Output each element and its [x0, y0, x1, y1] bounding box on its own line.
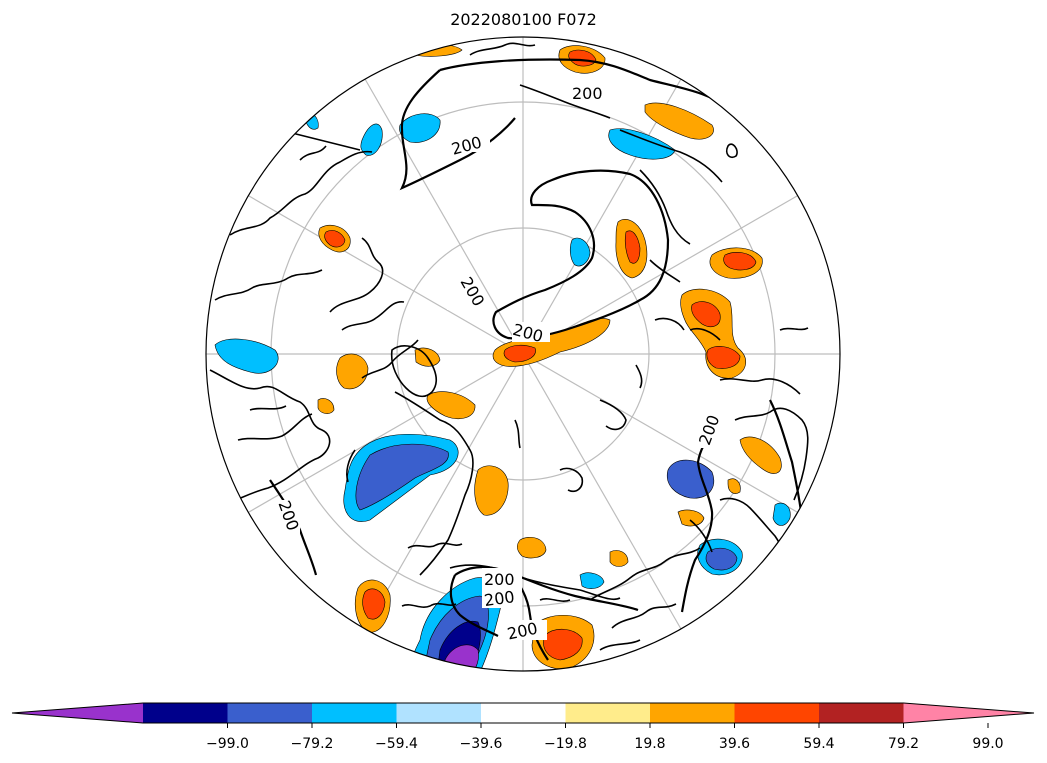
colorbar-segment [650, 703, 735, 723]
colorbar-extend-max [903, 703, 1034, 723]
positive-anomaly-area [317, 398, 335, 414]
colorbar-outline [11, 702, 1035, 724]
positive-anomaly-area [474, 465, 509, 516]
colorbar-segment [143, 703, 228, 723]
contour-label: 200 [572, 84, 603, 103]
positive-anomaly-area [691, 301, 721, 327]
colorbar-tick-label: 79.2 [888, 736, 919, 752]
colorbar-tick-label: −99.0 [206, 736, 249, 752]
positive-anomaly-area [644, 102, 714, 140]
positive-anomaly-area [727, 478, 741, 494]
colorbar-tick-label: −39.6 [460, 736, 503, 752]
positive-anomaly-area [609, 550, 629, 567]
negative-anomaly-area [569, 237, 591, 267]
negative-anomaly-area [579, 572, 605, 589]
colorbar-segment [227, 703, 313, 723]
colorbar-extend-min [12, 703, 143, 723]
positive-anomaly-area [543, 629, 583, 661]
positive-anomaly-area [706, 346, 741, 369]
colorbar-segment [819, 703, 904, 723]
shaded-anomaly-fields [214, 44, 791, 671]
colorbar-ticks: −99.0 −79.2 −59.4 −39.6 −19.8 19.8 39.6 59.4 79.… [206, 723, 1004, 752]
colorbar-segment [734, 703, 820, 723]
polar-map: 200 200 200 200 200 200 200 200 200 [205, 36, 841, 672]
colorbar-tick-label: −79.2 [291, 736, 334, 752]
map-boundary [205, 36, 841, 672]
positive-anomaly-area [503, 344, 536, 363]
positive-anomaly-area [336, 353, 369, 390]
negative-anomaly-area [705, 547, 738, 571]
positive-anomaly-area [723, 252, 757, 271]
negative-anomaly-area [772, 502, 791, 526]
colorbar-segment [565, 703, 651, 723]
negative-anomaly-area [666, 459, 714, 499]
negative-anomaly-area [608, 128, 676, 160]
positive-anomaly-area [677, 509, 705, 527]
colorbar-segment [312, 703, 397, 723]
positive-anomaly-area [516, 537, 547, 559]
contour-label: 200 [484, 570, 515, 589]
negative-anomaly-area [355, 443, 449, 511]
positive-anomaly-area [739, 436, 782, 474]
colorbar-tick-label: 19.8 [634, 736, 665, 752]
colorbar-segment [396, 703, 482, 723]
positive-anomaly-area [426, 391, 476, 419]
colorbar-tick-label: 59.4 [803, 736, 834, 752]
coastlines [209, 42, 809, 651]
positive-anomaly-area [324, 230, 346, 248]
negative-anomaly-area [360, 123, 383, 156]
positive-anomaly-area [568, 49, 597, 67]
negative-anomaly-area [214, 338, 279, 374]
colorbar-segment [481, 703, 566, 723]
contour-label: 200 [483, 587, 516, 610]
colorbar-tick-label: −59.4 [375, 736, 418, 752]
height-contours [269, 58, 804, 661]
map-title: 2022080100 F072 [450, 10, 597, 29]
positive-anomaly-area [624, 230, 641, 264]
colorbar-segments [11, 702, 1035, 724]
positive-anomaly-area [362, 588, 386, 620]
colorbar-tick-label: −19.8 [544, 736, 587, 752]
colorbar-tick-label: 39.6 [719, 736, 750, 752]
colorbar-tick-label: 99.0 [972, 736, 1003, 752]
